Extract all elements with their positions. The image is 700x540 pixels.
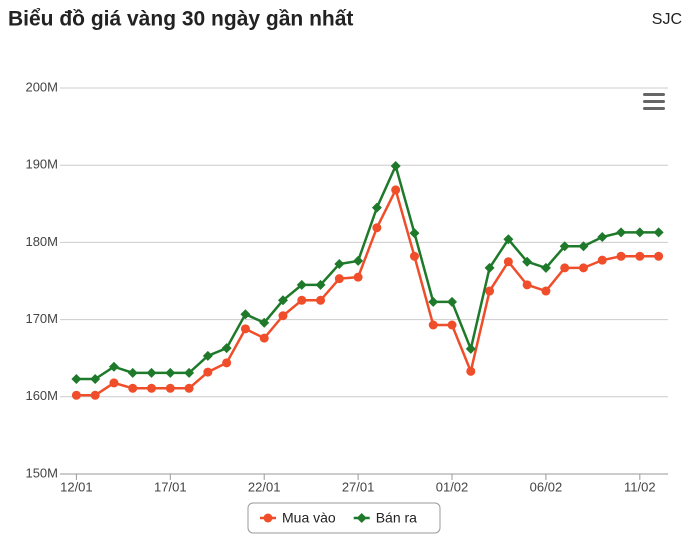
x-tick-label: 11/02 [624,479,656,494]
point [559,241,570,252]
y-tick-label: 170M [25,311,58,326]
menu-bar [643,93,665,96]
point [616,227,627,238]
series-line [76,186,659,397]
x-tick-label: 06/02 [530,479,563,494]
menu-button[interactable] [643,93,665,110]
series-line [76,162,659,381]
point [71,390,81,400]
x-tick-label: 12/01 [60,479,93,494]
point [277,295,288,306]
point [146,367,157,378]
point [540,262,551,273]
chart-title: Biểu đồ giá vàng 30 ngày gần nhất [8,8,353,31]
y-tick-label: 160M [25,388,58,403]
point [278,311,288,321]
point [334,274,344,284]
point [315,279,326,290]
point [109,378,119,388]
legend-box [247,502,441,534]
point [466,366,476,376]
point [203,367,213,377]
x-tick-label: 01/02 [436,479,469,494]
point [616,251,626,261]
point [263,513,273,523]
x-tick-label: 27/01 [342,479,375,494]
point [127,367,138,378]
point [356,513,367,523]
point [71,374,82,385]
x-tick-label: 22/01 [248,479,281,494]
point [391,185,401,195]
x-tick-label: 17/01 [154,479,187,494]
point [409,228,420,239]
point [259,333,269,343]
point [503,234,514,245]
point [297,295,307,305]
point [90,374,101,385]
legend-label: Bán ra [376,510,417,526]
point [222,358,232,368]
point [184,383,194,393]
point [522,280,532,290]
point [353,255,364,266]
point [372,223,382,233]
point [353,272,363,282]
point [635,251,645,261]
point [428,296,439,307]
point [240,309,251,320]
point [447,296,458,307]
point [165,367,176,378]
point [202,350,213,361]
point [597,231,608,242]
legend-label: Mua vào [282,510,336,526]
point [128,383,138,393]
point [90,390,100,400]
point [316,295,326,305]
point [485,286,495,296]
y-tick-label: 150M [25,465,58,480]
point [578,241,589,252]
point [165,383,175,393]
point [390,160,401,171]
point [597,255,607,265]
point [447,320,457,330]
point [240,324,250,334]
y-tick-label: 180M [25,234,58,249]
point [560,263,570,273]
legend-item[interactable]: Bán ra [353,510,417,526]
point [522,256,533,267]
menu-bar [643,107,665,110]
point [541,286,551,296]
point [334,259,345,270]
point [428,320,438,330]
menu-bar [643,100,665,103]
point [503,257,513,267]
point [634,227,645,238]
point [221,343,232,354]
legend-item[interactable]: Mua vào [260,510,336,526]
point [409,251,419,261]
point [296,279,307,290]
point [147,383,157,393]
chart-subtitle: SJC [652,11,682,28]
point [484,262,495,273]
point [108,361,119,372]
point [654,251,664,261]
point [184,367,195,378]
point [465,343,476,354]
point [653,227,664,238]
y-tick-label: 200M [25,79,58,94]
point [578,263,588,273]
point [259,317,270,328]
y-tick-label: 190M [25,157,58,172]
point [371,202,382,213]
